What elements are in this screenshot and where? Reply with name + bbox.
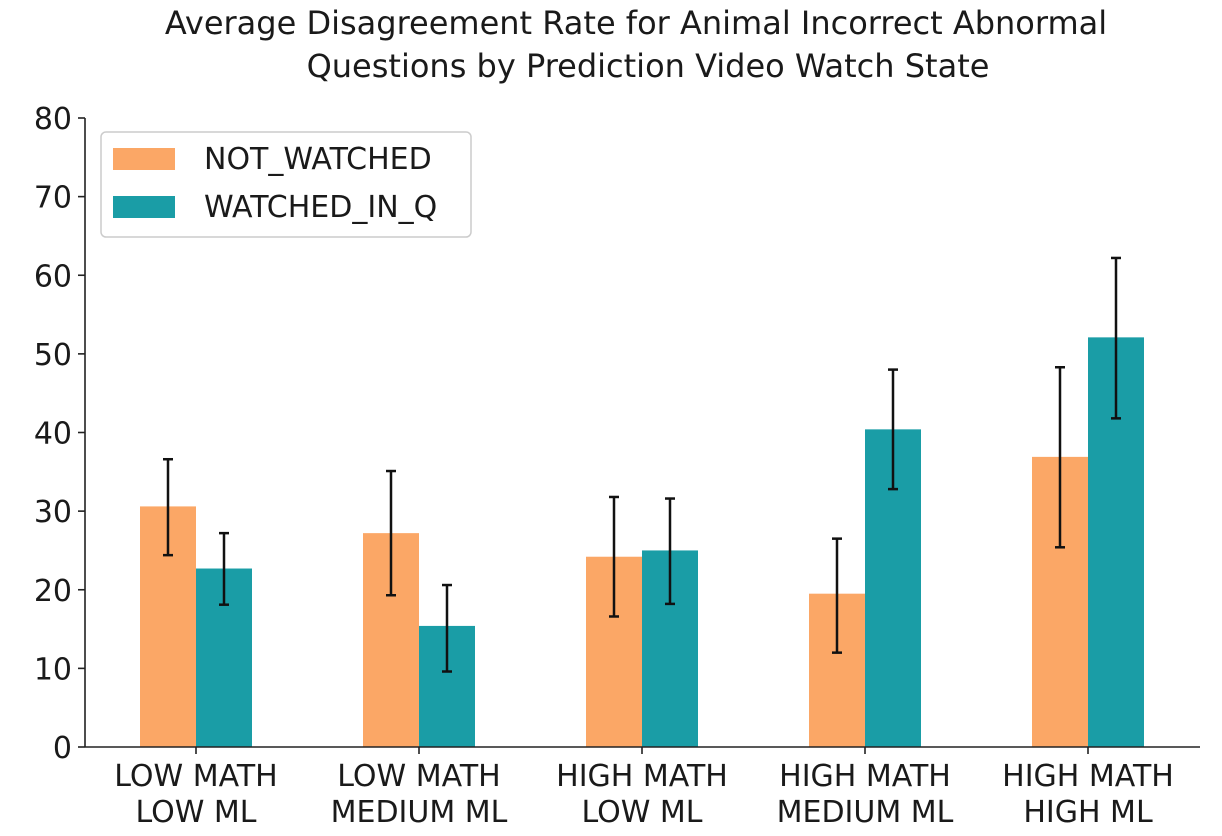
legend-frame — [100, 131, 472, 238]
error-bar-not-watched-1 — [163, 457, 173, 557]
legend-swatch-watched-in-q — [113, 196, 175, 218]
x-tick-label: LOW MATH — [337, 759, 500, 794]
error-bar-watched-in-q-3 — [665, 497, 675, 606]
y-tick-label: 30 — [34, 495, 72, 530]
error-bar-not-watched-4 — [832, 537, 842, 654]
x-tick-label: MEDIUM ML — [777, 795, 954, 830]
error-bar-watched-in-q-4 — [888, 368, 898, 491]
y-tick-label: 20 — [34, 574, 72, 609]
chart-title: Average Disagreement Rate for Animal Inc… — [165, 4, 1107, 85]
y-tick-label: 70 — [34, 181, 72, 216]
y-tick-label: 60 — [34, 259, 72, 294]
legend-label-not-watched: NOT_WATCHED — [204, 142, 432, 177]
legend: NOT_WATCHED WATCHED_IN_Q — [100, 131, 472, 238]
y-tick-label: 10 — [34, 652, 72, 687]
x-tick-label: LOW ML — [135, 795, 256, 830]
error-bar-not-watched-2 — [386, 469, 396, 597]
x-tick-label: HIGH ML — [1023, 795, 1153, 830]
y-tick-label: 40 — [34, 417, 72, 452]
x-tick-label: HIGH MATH — [779, 759, 951, 794]
chart-title-line-2: Questions by Prediction Video Watch Stat… — [307, 47, 990, 85]
x-tick-label: HIGH MATH — [556, 759, 728, 794]
legend-swatch-not-watched — [113, 148, 175, 170]
chart-title-line-1: Average Disagreement Rate for Animal Inc… — [165, 4, 1107, 42]
y-tick-label: 80 — [34, 102, 72, 137]
error-bar-not-watched-3 — [609, 495, 619, 618]
error-bar-watched-in-q-2 — [442, 583, 452, 673]
x-tick-label: MEDIUM ML — [331, 795, 508, 830]
legend-label-watched-in-q: WATCHED_IN_Q — [204, 190, 437, 225]
error-bar-watched-in-q-1 — [219, 531, 229, 606]
error-bar-watched-in-q-5 — [1111, 256, 1121, 420]
y-tick-label: 50 — [34, 338, 72, 373]
x-tick-label: HIGH MATH — [1002, 759, 1174, 794]
plot-area — [140, 256, 1144, 747]
x-tick-label: LOW ML — [581, 795, 702, 830]
error-bar-not-watched-5 — [1055, 365, 1065, 549]
y-tick-label: 0 — [53, 731, 72, 766]
x-tick-label: LOW MATH — [114, 759, 277, 794]
